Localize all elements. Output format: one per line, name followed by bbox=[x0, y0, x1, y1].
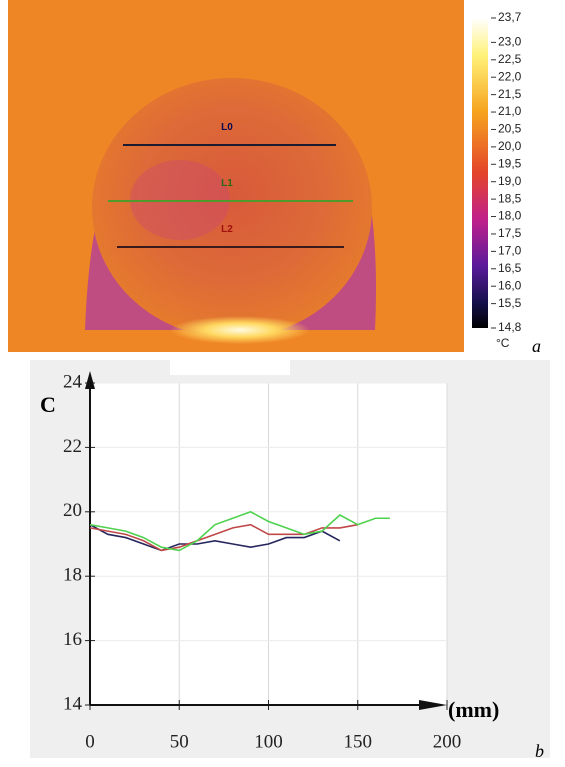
colorbar-tick-label: 18,0 bbox=[498, 209, 522, 223]
colorbar-tick-label: 18,5 bbox=[498, 191, 522, 205]
y-axis-label: C bbox=[40, 392, 56, 417]
colorbar-tick-label: 22,5 bbox=[498, 52, 522, 66]
colorbar-unit: °C bbox=[496, 336, 510, 350]
x-tick-label: 150 bbox=[344, 731, 373, 752]
line-label: L2 bbox=[221, 224, 233, 235]
colorbar-tick-label: 20,0 bbox=[498, 139, 522, 153]
y-tick-label: 20 bbox=[63, 500, 82, 521]
colorbar-tick-label: 15,5 bbox=[498, 296, 522, 310]
y-tick-label: 24 bbox=[63, 371, 83, 392]
label-box bbox=[170, 355, 290, 375]
colorbar bbox=[472, 18, 488, 328]
colorbar-tick-label: 17,0 bbox=[498, 244, 522, 258]
line-label: L1 bbox=[221, 178, 233, 189]
x-axis-label: (mm) bbox=[448, 697, 499, 722]
x-axis-arrow bbox=[419, 700, 447, 710]
y-tick-label: 14 bbox=[63, 693, 83, 714]
colorbar-tick-label: 19,5 bbox=[498, 156, 522, 170]
thermal-image bbox=[8, 0, 464, 352]
colorbar-tick-label: 14,8 bbox=[498, 320, 522, 334]
colorbar-tick-label: 20,5 bbox=[498, 122, 522, 136]
colorbar-tick-label: 16,0 bbox=[498, 278, 522, 292]
colorbar-tick-label: 19,0 bbox=[498, 174, 522, 188]
x-tick-label: 0 bbox=[85, 731, 95, 752]
panel-label: a bbox=[532, 336, 541, 356]
data-line bbox=[89, 510, 390, 552]
y-tick-label: 16 bbox=[63, 629, 82, 650]
y-axis-arrow bbox=[85, 371, 95, 389]
colorbar-tick-label: 23,0 bbox=[498, 35, 522, 49]
data-line bbox=[89, 523, 341, 552]
y-tick-label: 18 bbox=[63, 565, 82, 586]
x-tick-label: 50 bbox=[170, 731, 189, 752]
colorbar-tick-label: 23,7 bbox=[498, 10, 522, 24]
colorbar-tick-label: 21,5 bbox=[498, 87, 522, 101]
colorbar-tick-label: 16,5 bbox=[498, 261, 522, 275]
y-tick-label: 22 bbox=[63, 436, 82, 457]
colorbar-tick-label: 22,0 bbox=[498, 69, 522, 83]
colorbar-tick-label: 17,5 bbox=[498, 226, 522, 240]
x-tick-label: 200 bbox=[433, 731, 462, 752]
line-label: L0 bbox=[221, 122, 233, 133]
colorbar-tick-label: 21,0 bbox=[498, 104, 522, 118]
x-tick-label: 100 bbox=[254, 731, 283, 752]
panel-label: b bbox=[535, 741, 544, 761]
data-line bbox=[89, 523, 358, 552]
